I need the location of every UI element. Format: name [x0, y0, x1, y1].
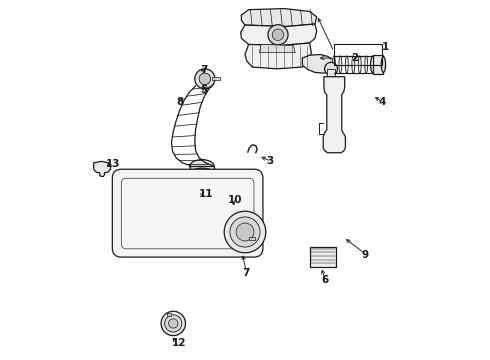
- Ellipse shape: [358, 56, 361, 73]
- Text: 7: 7: [200, 64, 208, 75]
- Text: 13: 13: [106, 158, 121, 168]
- Bar: [249, 237, 255, 240]
- Ellipse shape: [190, 168, 214, 178]
- Ellipse shape: [352, 56, 355, 73]
- Ellipse shape: [381, 57, 386, 72]
- Bar: [190, 166, 214, 173]
- Circle shape: [268, 25, 288, 45]
- Polygon shape: [241, 24, 317, 45]
- Bar: [334, 44, 382, 64]
- Text: 2: 2: [351, 53, 358, 63]
- Polygon shape: [323, 77, 345, 153]
- Bar: [327, 69, 335, 76]
- Text: 3: 3: [267, 156, 274, 166]
- Text: 12: 12: [172, 338, 186, 348]
- Circle shape: [230, 217, 260, 247]
- Circle shape: [199, 73, 211, 85]
- Bar: [373, 55, 383, 74]
- Text: 1: 1: [382, 42, 389, 52]
- Text: 7: 7: [242, 267, 249, 278]
- Bar: [167, 314, 172, 316]
- Text: 8: 8: [176, 97, 183, 107]
- Circle shape: [324, 62, 338, 75]
- Circle shape: [236, 223, 254, 241]
- Text: 5: 5: [200, 85, 207, 95]
- Text: 6: 6: [321, 275, 328, 285]
- FancyBboxPatch shape: [112, 169, 263, 257]
- Circle shape: [195, 69, 215, 89]
- Text: 4: 4: [378, 97, 386, 107]
- Ellipse shape: [370, 56, 376, 73]
- Ellipse shape: [190, 159, 214, 173]
- Text: 11: 11: [198, 189, 213, 199]
- Ellipse shape: [339, 56, 342, 73]
- Ellipse shape: [345, 56, 348, 73]
- Circle shape: [272, 29, 284, 41]
- Polygon shape: [94, 161, 111, 176]
- Ellipse shape: [333, 56, 335, 73]
- Circle shape: [165, 315, 182, 332]
- Polygon shape: [245, 43, 311, 69]
- Bar: [212, 77, 220, 80]
- Circle shape: [224, 211, 266, 253]
- Polygon shape: [259, 44, 295, 53]
- Polygon shape: [302, 54, 335, 73]
- Circle shape: [161, 311, 186, 336]
- Bar: [310, 247, 336, 267]
- Text: 9: 9: [362, 249, 369, 260]
- Circle shape: [169, 319, 178, 328]
- Polygon shape: [242, 9, 317, 27]
- Ellipse shape: [365, 56, 368, 73]
- Text: 10: 10: [228, 195, 242, 205]
